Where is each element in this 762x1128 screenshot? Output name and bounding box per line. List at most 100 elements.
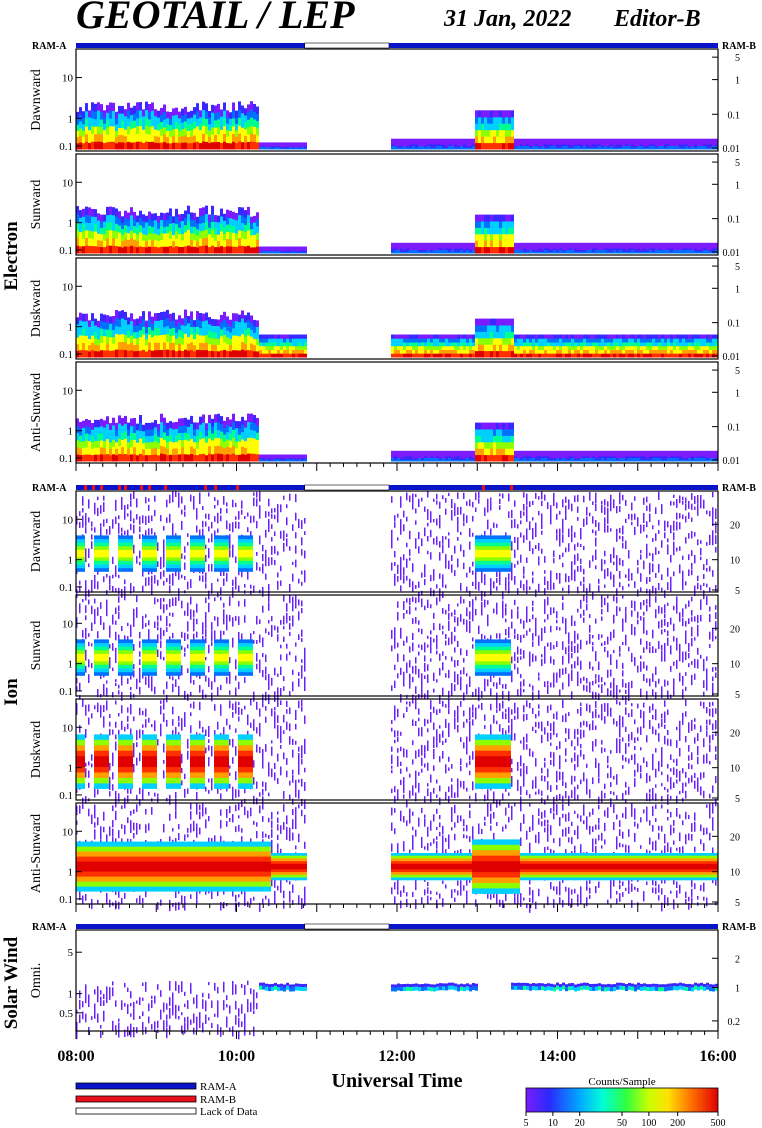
heat-cell xyxy=(118,141,121,150)
heat-cell xyxy=(457,334,460,339)
heat-cell xyxy=(511,448,514,456)
heat-cell xyxy=(661,147,664,150)
heat-cell xyxy=(661,143,664,147)
heat-cell xyxy=(694,247,697,251)
heat-cell xyxy=(697,338,700,343)
heat-cell xyxy=(187,124,190,131)
heat-cell xyxy=(76,317,79,325)
heat-cell xyxy=(271,353,274,358)
heat-cell xyxy=(580,455,583,459)
heat-cell xyxy=(640,140,643,143)
heat-cell xyxy=(655,455,658,459)
heat-cell xyxy=(274,146,277,149)
heat-cell xyxy=(148,111,151,120)
heat-cell xyxy=(169,328,172,336)
heat-cell xyxy=(685,251,688,254)
heat-cell xyxy=(217,134,220,142)
heat-cell xyxy=(226,110,229,118)
heat-cell xyxy=(706,349,709,354)
heat-cell xyxy=(139,323,142,331)
heat-cell xyxy=(163,233,166,241)
heat-cell xyxy=(409,457,412,460)
heat-cell xyxy=(466,244,469,247)
heat-cell xyxy=(436,455,439,459)
heat-cell xyxy=(499,136,502,144)
heat-cell xyxy=(472,140,475,143)
heat-cell xyxy=(163,432,166,440)
heat-cell xyxy=(697,145,700,148)
heat-cell xyxy=(523,246,526,249)
heat-cell xyxy=(457,457,460,460)
heat-cell xyxy=(580,450,583,453)
heat-cell xyxy=(541,147,544,150)
heat-cell xyxy=(475,123,478,131)
heat-cell xyxy=(466,147,469,150)
heat-cell xyxy=(418,455,421,459)
heat-cell xyxy=(265,143,268,146)
heat-cell xyxy=(208,343,211,351)
heat-cell xyxy=(595,147,598,150)
heat-cell xyxy=(634,244,637,247)
heat-cell xyxy=(490,110,493,118)
heat-cell xyxy=(562,454,565,457)
heat-cell xyxy=(220,129,223,137)
heat-cell xyxy=(124,135,127,143)
heat-cell xyxy=(304,457,307,460)
heat-cell xyxy=(241,230,244,239)
heat-cell xyxy=(244,433,247,442)
heat-cell xyxy=(181,453,184,462)
heat-cell xyxy=(130,418,133,427)
heat-cell xyxy=(403,353,406,358)
heat-cell xyxy=(595,455,598,459)
heat-cell xyxy=(583,249,586,252)
heat-cell xyxy=(424,457,427,460)
heat-cell xyxy=(460,244,463,247)
heat-cell xyxy=(208,317,211,325)
y-tick-label-left: 1 xyxy=(68,426,74,438)
heat-cell xyxy=(691,334,694,339)
heat-cell xyxy=(550,143,553,147)
heat-cell xyxy=(457,140,460,143)
heat-cell xyxy=(268,338,271,343)
heat-cell xyxy=(253,228,256,235)
heat-cell xyxy=(88,426,91,435)
heat-cell xyxy=(229,454,232,462)
heat-cell xyxy=(646,142,649,145)
heat-cell xyxy=(625,457,628,460)
heat-cell xyxy=(526,140,529,143)
heat-cell xyxy=(151,316,154,324)
heat-cell xyxy=(523,457,526,460)
heat-cell xyxy=(688,142,691,145)
heat-cell xyxy=(433,140,436,143)
heat-cell xyxy=(499,435,502,443)
heat-cell xyxy=(652,349,655,354)
heat-cell xyxy=(577,345,580,350)
heat-cell xyxy=(628,251,631,254)
heat-cell xyxy=(277,248,280,251)
heat-cell xyxy=(166,333,169,342)
heat-cell xyxy=(490,350,493,358)
heat-cell xyxy=(298,345,301,350)
heat-cell xyxy=(466,349,469,354)
heat-cell xyxy=(103,227,106,235)
heat-cell xyxy=(106,343,109,351)
heat-cell xyxy=(289,455,292,458)
heat-cell xyxy=(178,496,180,505)
heat-cell xyxy=(709,353,712,358)
heat-cell xyxy=(568,249,571,252)
heat-cell xyxy=(607,452,610,455)
heat-cell xyxy=(100,111,103,120)
heat-cell xyxy=(451,140,454,143)
heat-cell xyxy=(271,456,274,459)
heat-cell xyxy=(526,249,529,252)
heat-cell xyxy=(586,457,589,460)
heat-cell xyxy=(517,457,520,460)
heat-cell xyxy=(286,143,289,146)
heat-cell xyxy=(700,342,703,347)
heat-cell xyxy=(550,246,553,249)
heat-cell xyxy=(76,550,79,558)
heat-cell xyxy=(241,431,244,440)
heat-cell xyxy=(304,247,307,250)
heat-cell xyxy=(166,136,169,144)
heat-cell xyxy=(691,143,694,147)
